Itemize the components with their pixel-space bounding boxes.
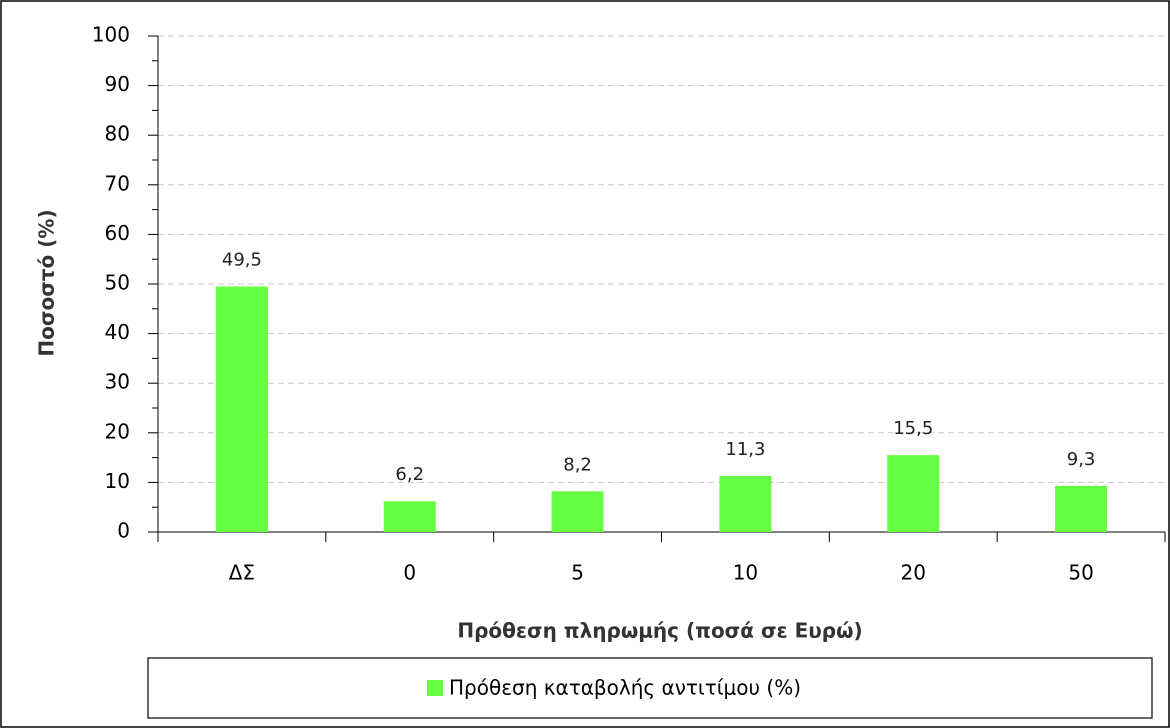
data-label: 9,3 [1067, 449, 1096, 470]
y-tick-label: 70 [105, 171, 130, 195]
bar [215, 286, 268, 532]
legend-swatch [427, 680, 443, 696]
x-axis-title: Πρόθεση πληρωμής (ποσά σε Ευρώ) [457, 619, 862, 643]
x-tick-label: 5 [571, 561, 584, 585]
y-tick-label: 80 [105, 122, 130, 146]
y-tick-label: 20 [105, 419, 130, 443]
y-tick-label: 50 [105, 271, 130, 295]
legend-box [147, 657, 1153, 719]
legend-label: Πρόθεση καταβολής αντιτίμου (%) [449, 676, 801, 700]
x-tick-label: ΔΣ [229, 561, 255, 585]
bar [383, 501, 436, 532]
y-tick-label: 100 [92, 23, 130, 47]
data-label: 8,2 [563, 454, 592, 475]
y-tick-label: 0 [117, 519, 130, 543]
y-tick-label: 10 [105, 469, 130, 493]
y-tick-label: 40 [105, 320, 130, 344]
y-tick-label: 60 [105, 221, 130, 245]
bar [1055, 485, 1108, 532]
data-label: 6,2 [395, 464, 424, 485]
data-label: 15,5 [893, 418, 933, 439]
data-label: 49,5 [222, 249, 262, 270]
y-tick-label: 30 [105, 370, 130, 394]
bar [887, 455, 940, 532]
bar [719, 475, 772, 532]
x-tick-label: 50 [1068, 561, 1093, 585]
x-tick-label: 20 [901, 561, 926, 585]
y-axis-title: Ποσοστό (%) [35, 209, 59, 356]
x-tick-label: 0 [403, 561, 416, 585]
bar [551, 491, 604, 532]
x-tick-label: 10 [733, 561, 758, 585]
data-label: 11,3 [725, 439, 765, 460]
y-tick-label: 90 [105, 72, 130, 96]
